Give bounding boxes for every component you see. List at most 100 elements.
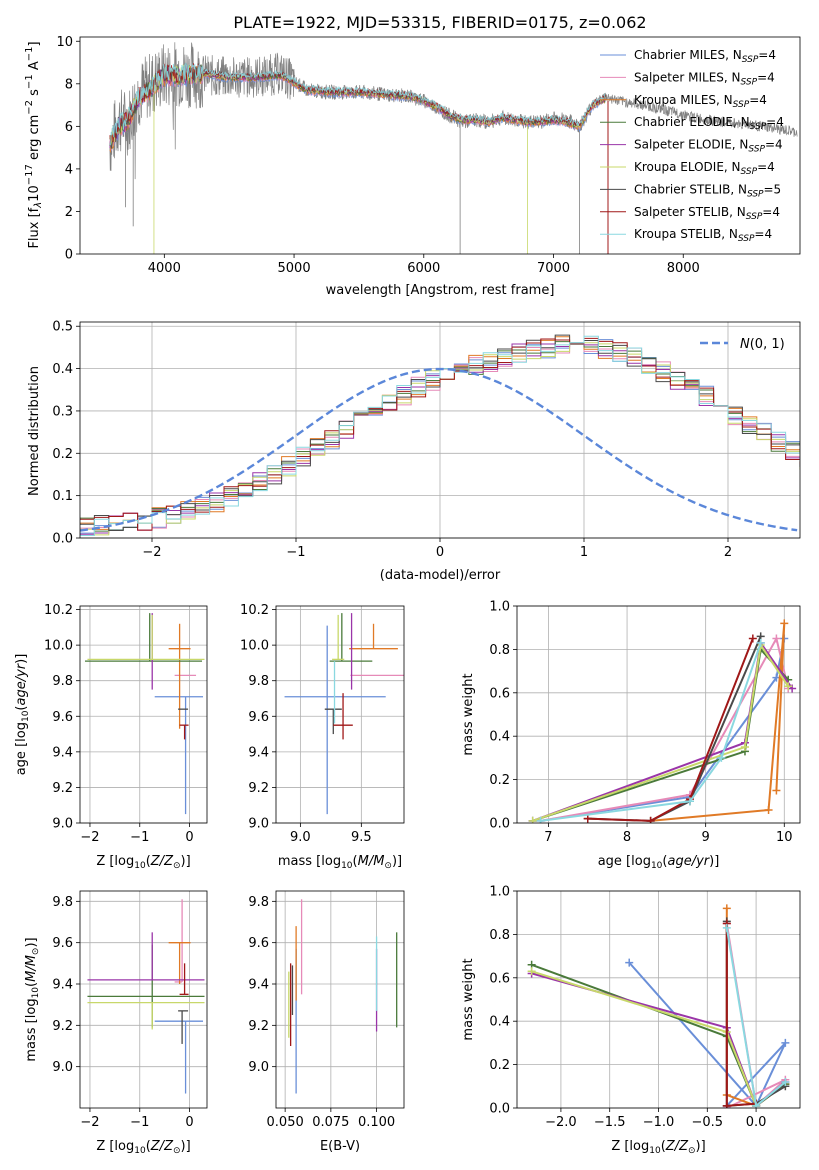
y-tick-label: 0.0 [52, 532, 73, 547]
y-tick-label: 0.2 [489, 1058, 510, 1073]
x-axis-label: mass [log10(M/M⊙)] [278, 854, 402, 871]
weight-marker-5 [528, 816, 537, 823]
y-tick-label: 9.4 [52, 978, 73, 993]
mass-weight-vs-metallicity-panel: −2.0 −1.5 −1.0 −0.5 0.0 0.0 0.2 0.4 0.6 0.8 1.0 Z [… [461, 885, 801, 1156]
legend-entry: Salpeter MILES, NSSP=4 [634, 70, 775, 87]
tick-marks: 7 8 9 10 0.0 0.2 0.4 0.6 0.8 1.0 [489, 600, 792, 846]
y-axis-label: Normed distribution [27, 366, 42, 496]
x-tick-label: −0.5 [692, 1115, 724, 1130]
weight-marker-2 [772, 786, 781, 795]
y-tick-label: 0.6 [489, 686, 510, 701]
weight-marker-8 [717, 753, 726, 762]
y-tick-label: 9.8 [248, 895, 269, 910]
y-tick-label: 0.6 [489, 971, 510, 986]
y-tick-label: 9.2 [248, 781, 269, 796]
weight-line-8 [540, 642, 762, 822]
y-tick-label: 9.8 [52, 674, 73, 689]
weight-marker-2 [780, 619, 789, 628]
y-tick-label: 9.6 [52, 710, 73, 725]
y-tick-label: 9.8 [248, 674, 269, 689]
y-tick-label: 0.8 [489, 643, 510, 658]
y-tick-label: 0.0 [489, 817, 510, 832]
grid-lines [80, 891, 207, 1108]
y-axis-label: Flux [fλ10−17 erg cm−2 s−1 A−1] [24, 41, 44, 248]
y-tick-label: 10.2 [44, 603, 73, 618]
axes-frame [516, 605, 801, 824]
x-tick-label: 8000 [667, 261, 700, 276]
y-tick-label: 1.0 [489, 885, 510, 900]
legend-entry: Chabrier MILES, NSSP=4 [634, 48, 776, 65]
legend-entry: N(0, 1) [740, 337, 785, 352]
residual-histogram-panel: −2 −1 0 1 2 0.0 0.1 0.2 0.3 0.4 0.5 N(0, 1) (data-mo… [27, 320, 801, 583]
plot-area [84, 613, 205, 815]
axes-frame [79, 890, 208, 1109]
y-tick-label: 6 [65, 120, 73, 135]
x-tick-label: 0 [185, 830, 193, 845]
x-axis-label: Z [log10(Z/Z⊙)] [96, 1139, 190, 1156]
y-tick-label: 9.0 [52, 1060, 73, 1075]
x-tick-label: 1 [580, 545, 588, 560]
data-spectrum-line [109, 42, 798, 180]
legend: Chabrier MILES, NSSP=4 Salpeter MILES, NS… [600, 48, 784, 244]
tick-marks: −2 −1 0 9.0 9.2 9.4 9.6 9.8 [52, 895, 193, 1130]
y-tick-label: 9.4 [52, 745, 73, 760]
axes-frame [79, 605, 208, 824]
grid-lines [80, 322, 800, 539]
y-tick-label: 0.8 [489, 928, 510, 943]
histogram-step-1 [80, 343, 800, 531]
y-tick-label: 0.1 [52, 489, 73, 504]
x-axis-label: E(B-V) [320, 1139, 360, 1154]
y-tick-label: 9.6 [248, 936, 269, 951]
legend-entry: Kroupa ELODIE, NSSP=4 [634, 160, 775, 177]
plot-area [80, 334, 800, 536]
legend-entry: Kroupa STELIB, NSSP=4 [634, 227, 772, 244]
y-tick-label: 9.4 [248, 745, 269, 760]
plot-area [527, 904, 790, 1108]
weight-line-2 [650, 623, 786, 822]
y-tick-label: 2 [65, 205, 73, 220]
x-tick-label: 8 [623, 830, 631, 845]
x-tick-label: 10 [776, 830, 793, 845]
weight-marker-8 [781, 1077, 790, 1086]
tick-marks: −2 −1 0 9.0 9.2 9.4 9.6 9.8 10.0 10.2 [44, 603, 194, 845]
y-axis-label: age [log10(age/yr)] [14, 654, 31, 776]
grid-lines [80, 606, 207, 824]
y-axis-label: mass weight [461, 958, 476, 1040]
y-tick-label: 9.4 [248, 978, 269, 993]
y-tick-label: 10.0 [44, 639, 73, 654]
weight-marker-2 [764, 805, 773, 814]
plot-area [109, 42, 798, 254]
mass-vs-metallicity-panel: −2 −1 0 9.0 9.2 9.4 9.6 9.8 Z [log10(Z/Z⊙)] mass … [24, 890, 208, 1156]
weight-marker-2 [722, 904, 731, 913]
axes-frame [275, 605, 405, 824]
x-tick-label: −1.0 [643, 1115, 675, 1130]
legend-entry: Chabrier STELIB, NSSP=5 [634, 182, 781, 199]
model-spectrum-line-7 [109, 63, 606, 143]
axes-frame [275, 890, 405, 1109]
weight-marker-5 [527, 967, 536, 976]
legend: N(0, 1) [700, 337, 785, 352]
y-tick-label: 10.0 [240, 639, 269, 654]
y-tick-label: 9.0 [248, 1060, 269, 1075]
x-tick-label: 4000 [148, 261, 181, 276]
weight-marker-7 [646, 816, 655, 823]
y-tick-label: 0 [65, 248, 73, 263]
y-tick-label: 0.3 [52, 404, 73, 419]
y-tick-label: 10.2 [240, 603, 269, 618]
y-tick-label: 0.2 [489, 773, 510, 788]
x-tick-label: 9.5 [351, 830, 372, 845]
weight-marker-1 [772, 634, 781, 643]
x-tick-label: −1 [130, 1115, 149, 1130]
y-tick-label: 9.6 [52, 936, 73, 951]
tick-marks: 0.050 0.075 0.100 9.0 9.2 9.4 9.6 9.8 [248, 895, 395, 1130]
legend-entry: Chabrier ELODIE, NSSP=4 [634, 115, 784, 132]
x-axis-label: (data-model)/error [380, 568, 501, 583]
chart-title: PLATE=1922, MJD=53315, FIBERID=0175, z=0… [233, 13, 646, 32]
plot-area [528, 619, 797, 823]
x-tick-label: 9.0 [290, 830, 311, 845]
y-tick-label: 10 [56, 35, 73, 50]
x-tick-label: 7000 [537, 261, 570, 276]
x-tick-label: −1.5 [594, 1115, 626, 1130]
tick-marks: −2.0 −1.5 −1.0 −0.5 0.0 0.0 0.2 0.4 0.6 0.8 1.0 [489, 885, 766, 1131]
